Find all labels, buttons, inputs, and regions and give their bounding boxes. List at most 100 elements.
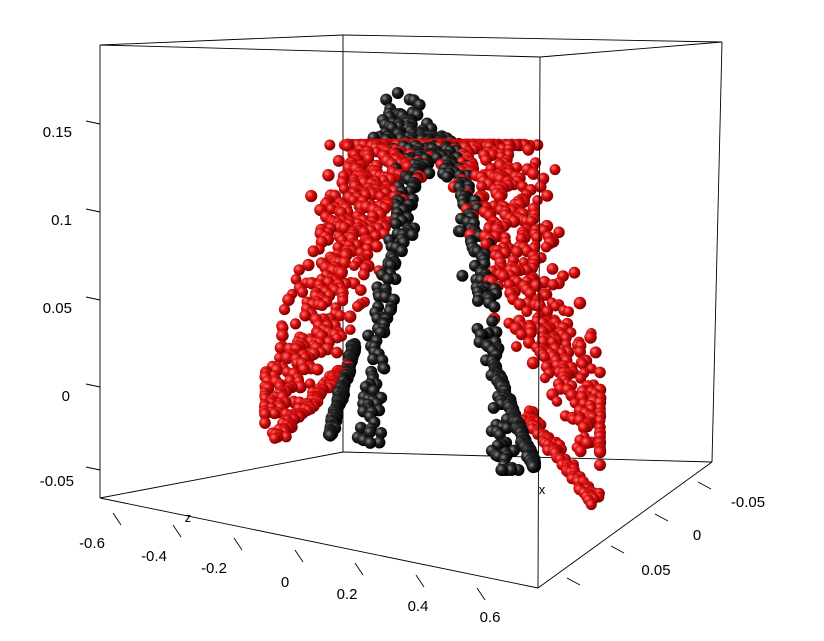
red-point xyxy=(539,351,550,363)
red-point xyxy=(269,432,281,444)
red-point xyxy=(476,181,487,192)
red-point xyxy=(594,366,606,379)
black-point xyxy=(354,421,367,434)
red-point xyxy=(522,143,535,156)
black-point xyxy=(487,401,500,414)
x-axis: -0.05 0 0.05 x xyxy=(539,481,765,586)
red-point xyxy=(304,378,316,390)
red-point xyxy=(370,240,383,253)
black-point xyxy=(471,294,484,307)
red-point xyxy=(568,266,581,279)
red-point xyxy=(540,241,552,253)
red-point xyxy=(338,256,351,269)
x-tick xyxy=(610,545,625,554)
red-point xyxy=(575,372,587,384)
z-tick xyxy=(172,524,182,538)
x-tick xyxy=(697,481,712,490)
red-point xyxy=(259,417,271,429)
z-tick xyxy=(233,537,243,551)
black-point xyxy=(527,460,540,474)
red-point xyxy=(531,139,544,151)
z-tick-label: 0.6 xyxy=(480,609,501,626)
x-tick xyxy=(566,577,581,586)
red-point xyxy=(547,279,559,291)
red-point xyxy=(278,303,291,316)
red-point xyxy=(539,372,551,384)
red-point xyxy=(546,263,559,275)
red-point xyxy=(282,293,295,307)
black-point xyxy=(406,229,419,241)
red-point xyxy=(294,380,307,394)
black-point xyxy=(496,464,508,476)
black-point xyxy=(378,362,391,375)
black-point xyxy=(380,93,393,106)
red-point xyxy=(322,169,335,182)
z-tick xyxy=(476,587,486,601)
points-layer xyxy=(258,87,607,511)
red-point xyxy=(293,264,305,276)
red-point xyxy=(584,331,597,344)
red-point xyxy=(332,154,345,167)
x-tick-label: -0.05 xyxy=(731,494,765,511)
red-point xyxy=(311,363,324,376)
red-point xyxy=(289,318,302,330)
black-point xyxy=(364,436,377,449)
y-axis: -0.05 0 0.05 0.1 0.15 xyxy=(40,120,101,490)
red-point xyxy=(589,346,602,359)
y-tick xyxy=(85,120,101,125)
red-point xyxy=(573,296,587,310)
x-tick-label: 0 xyxy=(693,527,701,544)
red-point xyxy=(574,346,586,358)
red-point xyxy=(550,301,561,312)
red-point xyxy=(515,328,528,341)
y-tick xyxy=(85,383,101,388)
y-tick xyxy=(85,296,101,301)
red-point xyxy=(580,436,594,449)
red-point xyxy=(357,268,370,281)
red-point xyxy=(274,341,287,354)
z-tick xyxy=(294,549,304,563)
black-point xyxy=(441,170,453,183)
red-point xyxy=(269,408,280,420)
y-tick xyxy=(85,466,101,471)
z-tick-label: 0.2 xyxy=(337,586,358,603)
red-point xyxy=(525,215,537,227)
red-point xyxy=(541,305,553,318)
z-tick-label: -0.2 xyxy=(201,560,227,577)
red-point xyxy=(526,356,540,370)
red-point xyxy=(577,421,590,434)
red-point xyxy=(480,154,492,167)
red-point xyxy=(342,140,353,152)
z-tick xyxy=(415,574,425,588)
red-point xyxy=(577,358,588,370)
black-point xyxy=(456,269,469,282)
y-tick-label: -0.05 xyxy=(40,473,74,490)
red-point xyxy=(355,284,367,296)
black-point xyxy=(382,273,394,286)
black-point xyxy=(324,429,337,442)
black-point xyxy=(488,300,501,313)
red-point xyxy=(259,408,271,420)
red-point xyxy=(280,351,294,365)
red-point xyxy=(337,295,349,307)
red-point xyxy=(276,329,289,342)
z-tick xyxy=(112,512,122,526)
red-point xyxy=(480,238,492,250)
z-tick-label: -0.4 xyxy=(141,548,167,565)
y-tick xyxy=(85,208,101,213)
black-point xyxy=(391,87,404,99)
red-point xyxy=(524,287,536,300)
z-axis: -0.6 -0.4 -0.2 0 0.2 0.4 0.6 z xyxy=(79,510,500,626)
y-tick-label: 0.15 xyxy=(43,124,72,141)
red-point xyxy=(302,258,315,272)
red-point xyxy=(307,245,320,258)
red-point xyxy=(352,300,364,312)
red-point xyxy=(594,459,606,471)
black-point xyxy=(367,353,380,366)
red-point xyxy=(331,346,343,359)
z-tick-label: 0.4 xyxy=(408,598,429,615)
red-point xyxy=(324,139,336,151)
red-point xyxy=(553,226,565,239)
red-point xyxy=(551,396,563,407)
